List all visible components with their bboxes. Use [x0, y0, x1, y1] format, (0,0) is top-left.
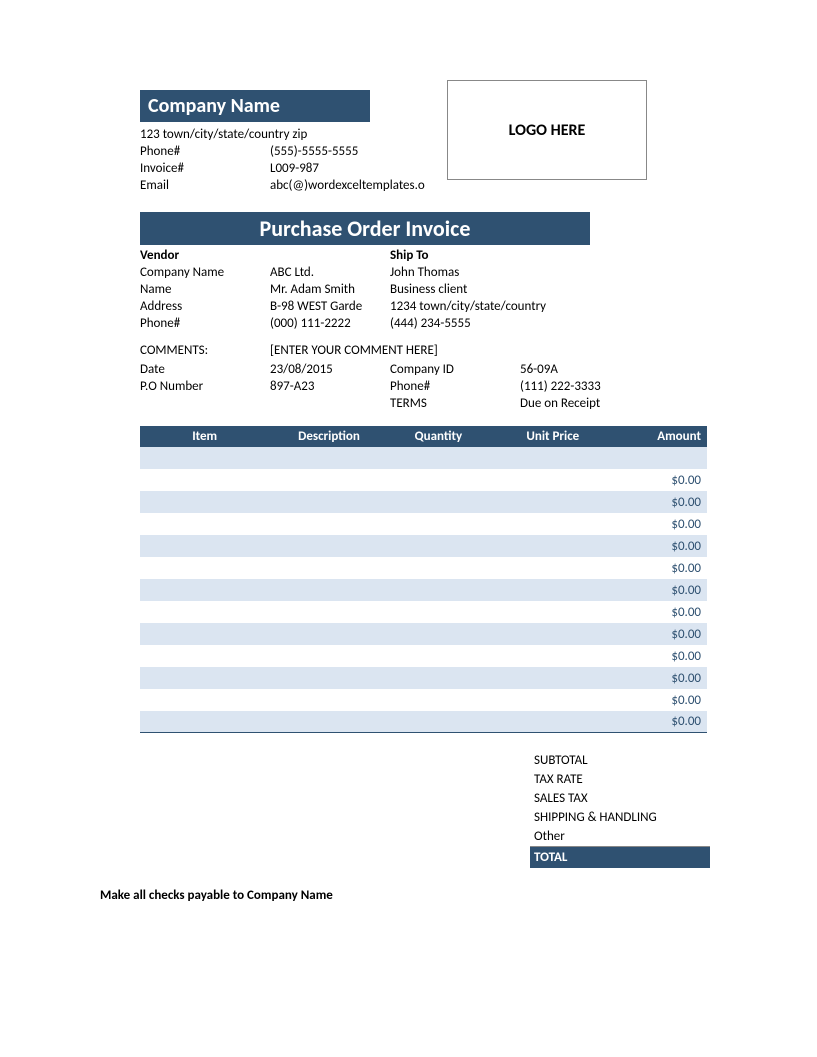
- table-row: $0.00: [140, 623, 707, 645]
- totals-section: SUBTOTAL TAX RATE SALES TAX SHIPPING & H…: [530, 751, 710, 868]
- cell-amount: $0.00: [617, 671, 707, 686]
- invoice-label: Invoice#: [140, 161, 270, 176]
- cell-amount: $0.00: [617, 627, 707, 642]
- table-header-row: Item Description Quantity Unit Price Amo…: [140, 426, 707, 447]
- company-address: 123 town/city/state/country zip: [140, 127, 400, 142]
- cell-amount: $0.00: [617, 649, 707, 664]
- email-label: Email: [140, 178, 270, 193]
- table-row: $0.00: [140, 667, 707, 689]
- terms-value: Due on Receipt: [520, 396, 650, 411]
- subtotal-row: SUBTOTAL: [530, 751, 710, 770]
- table-row: $0.00: [140, 469, 707, 491]
- table-row: $0.00: [140, 557, 707, 579]
- table-row: $0.00: [140, 535, 707, 557]
- date-value: 23/08/2015: [270, 362, 390, 377]
- shipto-address: 1234 town/city/state/country: [390, 299, 560, 314]
- comments-value: [ENTER YOUR COMMENT HERE]: [270, 343, 570, 358]
- vendor-phone: (000) 111-2222: [270, 316, 390, 331]
- vendor-address-label: Address: [140, 299, 270, 314]
- line-items-table: Item Description Quantity Unit Price Amo…: [140, 426, 707, 733]
- table-row: $0.00: [140, 645, 707, 667]
- header-area: Company Name LOGO HERE 123 town/city/sta…: [140, 90, 707, 194]
- phone-value: (555)-5555-5555: [270, 144, 400, 159]
- th-amount: Amount: [617, 429, 707, 444]
- details-phone-value: (111) 222-3333: [520, 379, 650, 394]
- shipto-phone: (444) 234-5555: [390, 316, 560, 331]
- po-value: 897-A23: [270, 379, 390, 394]
- table-body: $0.00 $0.00 $0.00 $0.00 $0.00 $0.00 $0.00 $0.00…: [140, 447, 707, 733]
- vendor-address: B-98 WEST Garde: [270, 299, 390, 314]
- cell-amount: $0.00: [617, 539, 707, 554]
- cell-amount: $0.00: [617, 473, 707, 488]
- table-row: $0.00: [140, 601, 707, 623]
- document-title: Purchase Order Invoice: [140, 212, 590, 245]
- vendor-company-label: Company Name: [140, 265, 270, 280]
- vendor-name-label: Name: [140, 282, 270, 297]
- vendor-phone-label: Phone#: [140, 316, 270, 331]
- table-row: $0.00: [140, 711, 707, 733]
- terms-label: TERMS: [390, 396, 520, 411]
- th-unit-price: Unit Price: [488, 429, 617, 444]
- cell-amount: $0.00: [617, 605, 707, 620]
- po-label: P.O Number: [140, 379, 270, 394]
- th-item: Item: [140, 429, 269, 444]
- other-row: Other: [530, 827, 710, 847]
- cell-amount: $0.00: [617, 495, 707, 510]
- th-quantity: Quantity: [389, 429, 488, 444]
- vendor-shipto-section: Vendor Ship To Company Name ABC Ltd. Joh…: [140, 247, 707, 332]
- logo-placeholder: LOGO HERE: [447, 80, 647, 180]
- phone-label: Phone#: [140, 144, 270, 159]
- shipto-heading: Ship To: [390, 248, 560, 263]
- table-row: $0.00: [140, 491, 707, 513]
- shipto-name: John Thomas: [390, 265, 560, 280]
- th-description: Description: [269, 429, 388, 444]
- company-id-value: 56-09A: [520, 362, 650, 377]
- cell-amount: $0.00: [617, 693, 707, 708]
- vendor-heading: Vendor: [140, 248, 270, 263]
- cell-amount: $0.00: [617, 561, 707, 576]
- total-row: TOTAL: [530, 847, 710, 868]
- details-section: Date 23/08/2015 Company ID 56-09A P.O Nu…: [140, 361, 707, 412]
- comments-label: COMMENTS:: [140, 343, 270, 358]
- shipping-row: SHIPPING & HANDLING: [530, 808, 710, 827]
- table-row: [140, 447, 707, 469]
- company-name-bar: Company Name: [140, 90, 370, 122]
- email-value: abc(@)wordexceltemplates.o: [270, 178, 430, 193]
- date-label: Date: [140, 362, 270, 377]
- company-id-label: Company ID: [390, 362, 520, 377]
- vendor-name: Mr. Adam Smith: [270, 282, 390, 297]
- invoice-value: L009-987: [270, 161, 400, 176]
- comments-section: COMMENTS: [ENTER YOUR COMMENT HERE]: [140, 342, 707, 359]
- footer-note: Make all checks payable to Company Name: [100, 888, 707, 903]
- tax-rate-row: TAX RATE: [530, 770, 710, 789]
- table-row: $0.00: [140, 579, 707, 601]
- table-row: $0.00: [140, 513, 707, 535]
- sales-tax-row: SALES TAX: [530, 789, 710, 808]
- cell-amount: $0.00: [617, 583, 707, 598]
- vendor-company: ABC Ltd.: [270, 265, 390, 280]
- cell-amount: $0.00: [617, 517, 707, 532]
- details-phone-label: Phone#: [390, 379, 520, 394]
- cell-amount: $0.00: [617, 714, 707, 729]
- table-row: $0.00: [140, 689, 707, 711]
- shipto-type: Business client: [390, 282, 560, 297]
